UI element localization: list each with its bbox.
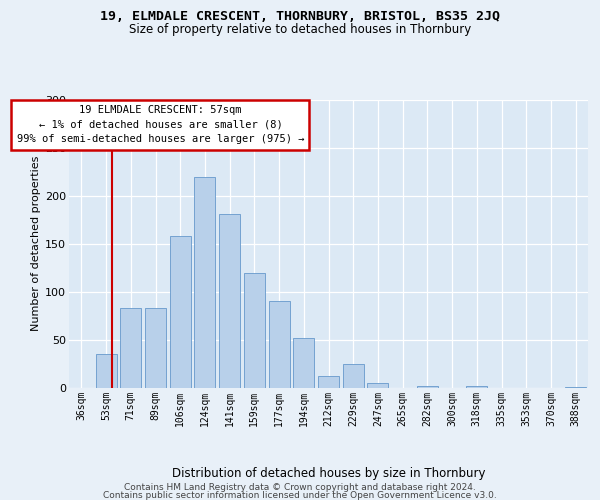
Bar xyxy=(170,236,191,388)
Bar xyxy=(95,354,116,388)
Bar xyxy=(293,338,314,388)
Bar xyxy=(145,308,166,388)
Text: 19 ELMDALE CRESCENT: 57sqm
← 1% of detached houses are smaller (8)
99% of semi-d: 19 ELMDALE CRESCENT: 57sqm ← 1% of detac… xyxy=(17,105,304,144)
Bar xyxy=(194,176,215,388)
Bar xyxy=(565,386,586,388)
Text: Size of property relative to detached houses in Thornbury: Size of property relative to detached ho… xyxy=(129,22,471,36)
Text: Distribution of detached houses by size in Thornbury: Distribution of detached houses by size … xyxy=(172,468,485,480)
Bar xyxy=(244,272,265,388)
Bar xyxy=(466,386,487,388)
Bar xyxy=(318,376,339,388)
Text: 19, ELMDALE CRESCENT, THORNBURY, BRISTOL, BS35 2JQ: 19, ELMDALE CRESCENT, THORNBURY, BRISTOL… xyxy=(100,10,500,23)
Bar xyxy=(269,301,290,388)
Text: Contains HM Land Registry data © Crown copyright and database right 2024.: Contains HM Land Registry data © Crown c… xyxy=(124,482,476,492)
Bar xyxy=(120,308,141,388)
Bar xyxy=(417,386,438,388)
Bar xyxy=(343,364,364,388)
Bar xyxy=(367,382,388,388)
Y-axis label: Number of detached properties: Number of detached properties xyxy=(31,156,41,332)
Text: Contains public sector information licensed under the Open Government Licence v3: Contains public sector information licen… xyxy=(103,491,497,500)
Bar xyxy=(219,214,240,388)
